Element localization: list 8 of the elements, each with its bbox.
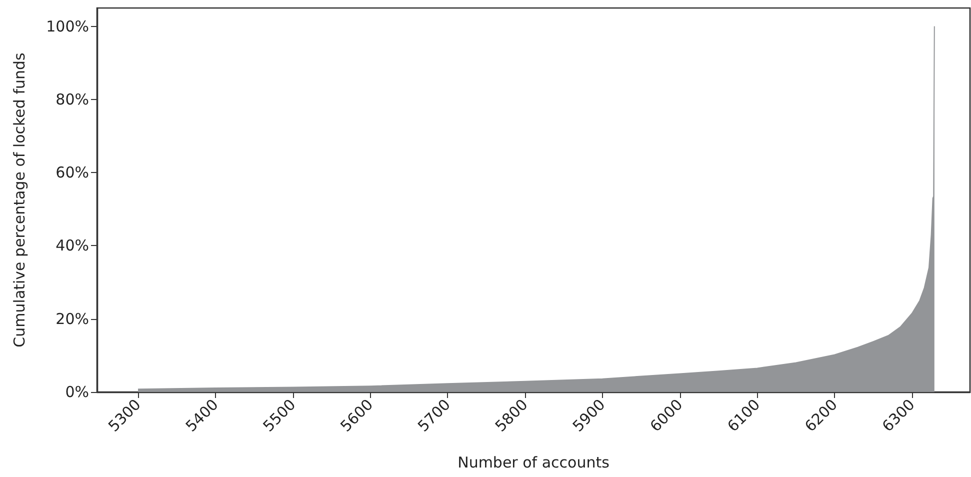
y-tick-label: 20% [56,310,89,328]
y-tick-label: 100% [46,17,89,36]
y-tick-label: 40% [56,236,89,255]
x-axis-title: Number of accounts [458,454,610,472]
y-tick-label: 80% [56,90,89,108]
y-tick-label: 0% [65,383,89,401]
y-tick-label: 60% [56,164,89,182]
y-axis-title: Cumulative percentage of locked funds [10,52,28,348]
